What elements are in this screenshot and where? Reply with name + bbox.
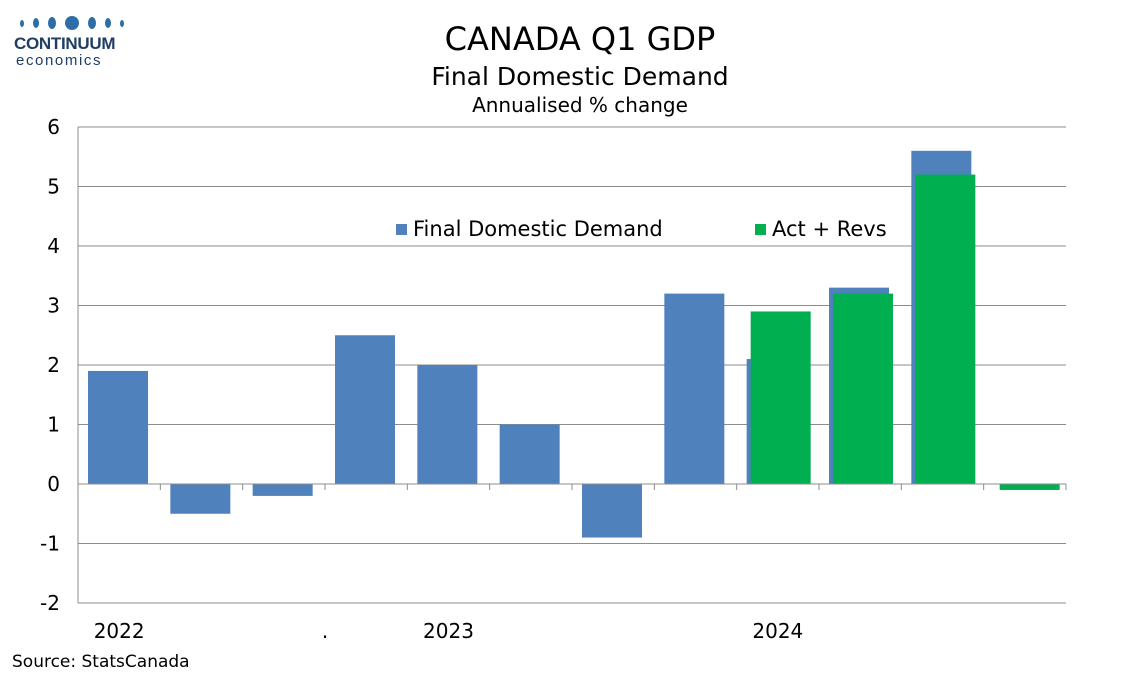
bar-act-revs	[999, 484, 1060, 490]
continuum-economics-logo: CONTINUUM economics	[14, 14, 134, 69]
bar-act-revs	[750, 311, 811, 484]
legend-label: Final Domestic Demand	[413, 217, 663, 241]
chart-subtitle: Final Domestic Demand	[431, 62, 729, 91]
bar-act-revs	[915, 174, 976, 484]
logo-dots-icon	[20, 14, 134, 32]
bar-final-domestic-demand	[499, 424, 560, 484]
y-tick-label: 4	[47, 234, 60, 258]
y-tick-label: 5	[47, 175, 60, 199]
legend-swatch	[396, 224, 407, 235]
y-tick-label: -2	[40, 591, 60, 615]
bar-final-domestic-demand	[335, 335, 395, 484]
x-tick-label: .	[322, 619, 328, 643]
bar-final-domestic-demand	[88, 370, 148, 484]
bar-final-domestic-demand	[252, 484, 313, 496]
source-note: Source: StatsCanada	[12, 652, 190, 672]
x-tick-label: 2022	[94, 619, 145, 643]
y-tick-label: 0	[47, 472, 60, 496]
bar-final-domestic-demand	[417, 365, 478, 484]
y-tick-label: 3	[47, 294, 60, 318]
bar-final-domestic-demand	[582, 484, 642, 538]
logo-subword: economics	[16, 52, 103, 69]
legend-swatch	[755, 224, 766, 235]
y-tick-label: 2	[47, 353, 60, 377]
y-tick-label: -1	[40, 532, 60, 556]
x-tick-label: 2023	[423, 619, 474, 643]
bar-act-revs	[833, 293, 893, 484]
legend-label: Act + Revs	[772, 217, 887, 241]
chart-units: Annualised % change	[472, 93, 688, 117]
x-tick-label: 2024	[752, 619, 803, 643]
bar-final-domestic-demand	[170, 484, 231, 514]
y-tick-label: 1	[47, 413, 60, 437]
logo-wordmark: CONTINUUM	[14, 34, 116, 53]
chart-title: CANADA Q1 GDP	[444, 20, 716, 58]
bar-final-domestic-demand	[664, 293, 725, 484]
y-tick-label: 6	[47, 115, 60, 139]
